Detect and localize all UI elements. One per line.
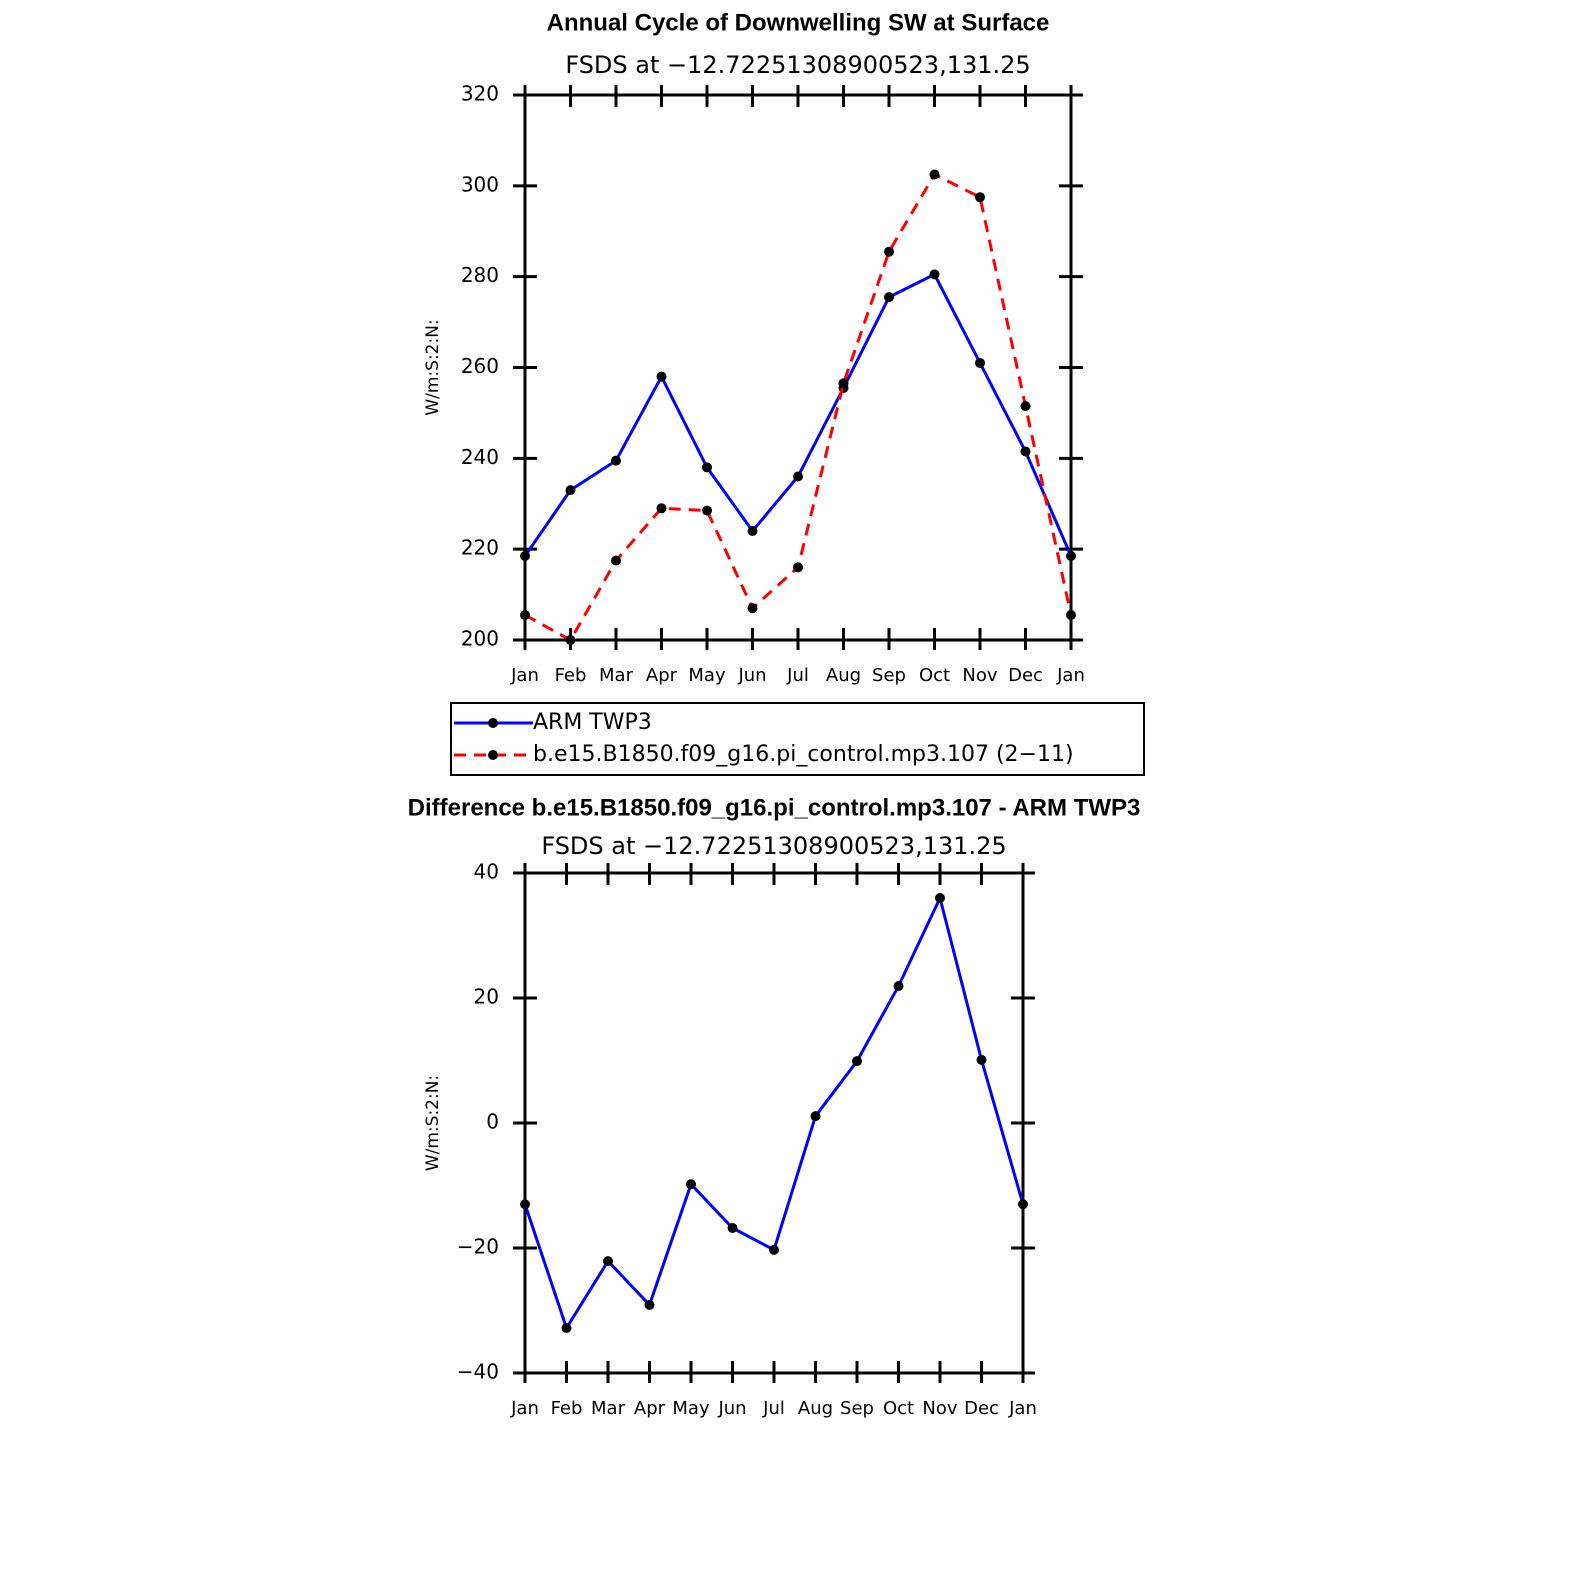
- data-point: [656, 371, 667, 382]
- data-point: [520, 1199, 530, 1210]
- plot-frame: [523, 871, 1025, 1375]
- x-tick-label: Aug: [826, 665, 861, 686]
- data-point: [747, 526, 758, 536]
- data-point: [644, 1299, 655, 1310]
- data-point: [769, 1244, 779, 1255]
- x-tick-label: May: [688, 665, 726, 686]
- x-tick-label: Apr: [634, 1398, 666, 1419]
- data-point: [975, 357, 985, 368]
- data-point: [611, 455, 621, 466]
- y-tick-label: 260: [461, 354, 499, 378]
- data-point: [793, 562, 803, 573]
- data-point: [611, 555, 621, 566]
- x-tick-label: Nov: [962, 665, 997, 686]
- legend-marker: [488, 750, 498, 760]
- x-tick-label: Aug: [798, 1398, 833, 1419]
- series-line: [523, 893, 1025, 1332]
- data-point: [810, 1111, 821, 1122]
- data-point: [1066, 610, 1076, 621]
- data-point: [747, 603, 758, 614]
- x-tick-label: Mar: [591, 1398, 626, 1419]
- data-point: [520, 550, 530, 561]
- legend-marker: [488, 718, 498, 728]
- x-tick-label: May: [672, 1398, 710, 1419]
- data-point: [1020, 401, 1031, 412]
- data-point: [727, 1223, 738, 1233]
- data-point: [1018, 1199, 1028, 1210]
- data-point: [893, 981, 904, 992]
- data-point: [929, 269, 940, 280]
- y-tick-label: 0: [486, 1110, 499, 1134]
- legend-label: b.e15.B1850.f09_g16.pi_control.mp3.107 (…: [533, 742, 1074, 767]
- x-tick-label: Jul: [762, 1398, 785, 1419]
- data-point: [976, 1054, 987, 1065]
- x-tick-label: Jun: [717, 1398, 746, 1419]
- x-tick-label: Feb: [551, 1398, 583, 1419]
- y-tick-label: 280: [461, 263, 499, 287]
- data-point: [656, 503, 667, 514]
- series-line: [523, 272, 1073, 557]
- y-tick-label: 220: [461, 536, 499, 560]
- data-point: [975, 192, 985, 203]
- y-tick-label: 300: [461, 172, 499, 196]
- y-tick-label: 200: [461, 627, 499, 651]
- data-point: [1066, 550, 1076, 561]
- y-axis-label: W/m:S:2:N:: [423, 1075, 443, 1171]
- data-point: [852, 1056, 862, 1067]
- y-tick-label: 240: [461, 445, 499, 469]
- legend-box: [450, 702, 1145, 776]
- x-tick-label: Oct: [919, 665, 950, 686]
- y-tick-label: −40: [457, 1360, 499, 1384]
- chart-subtitle: FSDS at −12.72251308900523,131.25: [565, 51, 1030, 79]
- data-point: [686, 1179, 696, 1190]
- x-tick-label: Dec: [964, 1398, 999, 1419]
- plot-frame: [523, 93, 1073, 642]
- data-point: [565, 635, 576, 645]
- data-point: [1020, 446, 1031, 457]
- data-point: [561, 1323, 572, 1333]
- x-tick-label: Nov: [922, 1398, 957, 1419]
- x-tick-label: Sep: [840, 1398, 874, 1419]
- data-point: [935, 893, 945, 903]
- x-tick-label: Feb: [555, 665, 587, 686]
- x-tick-label: Jun: [737, 665, 766, 686]
- data-point: [838, 378, 849, 389]
- data-point: [603, 1256, 613, 1267]
- x-tick-label: Jan: [510, 665, 539, 686]
- data-point: [702, 505, 712, 516]
- data-point: [929, 169, 940, 180]
- chart-subtitle: FSDS at −12.72251308900523,131.25: [541, 832, 1006, 860]
- y-tick-label: 40: [474, 860, 499, 884]
- data-point: [520, 610, 530, 621]
- y-axis-label: W/m:S:2:N:: [423, 319, 443, 415]
- data-point: [884, 246, 894, 257]
- x-tick-label: Mar: [599, 665, 634, 686]
- legend-label: ARM TWP3: [533, 710, 652, 735]
- data-point: [884, 292, 894, 303]
- x-tick-label: Jan: [1008, 1398, 1037, 1419]
- x-tick-label: Apr: [646, 665, 678, 686]
- x-tick-label: Oct: [883, 1398, 914, 1419]
- data-point: [793, 471, 803, 482]
- data-point: [702, 462, 712, 473]
- y-tick-label: 320: [461, 82, 499, 106]
- x-tick-label: Jan: [1056, 665, 1085, 686]
- x-tick-label: Dec: [1008, 665, 1043, 686]
- x-tick-label: Sep: [872, 665, 906, 686]
- chart-title: Difference b.e15.B1850.f09_g16.pi_contro…: [408, 794, 1141, 821]
- x-tick-label: Jul: [786, 665, 809, 686]
- x-tick-label: Jan: [510, 1398, 539, 1419]
- y-tick-label: 20: [474, 985, 499, 1009]
- data-point: [565, 485, 576, 496]
- y-tick-label: −20: [457, 1235, 499, 1259]
- chart-title: Annual Cycle of Downwelling SW at Surfac…: [547, 9, 1050, 36]
